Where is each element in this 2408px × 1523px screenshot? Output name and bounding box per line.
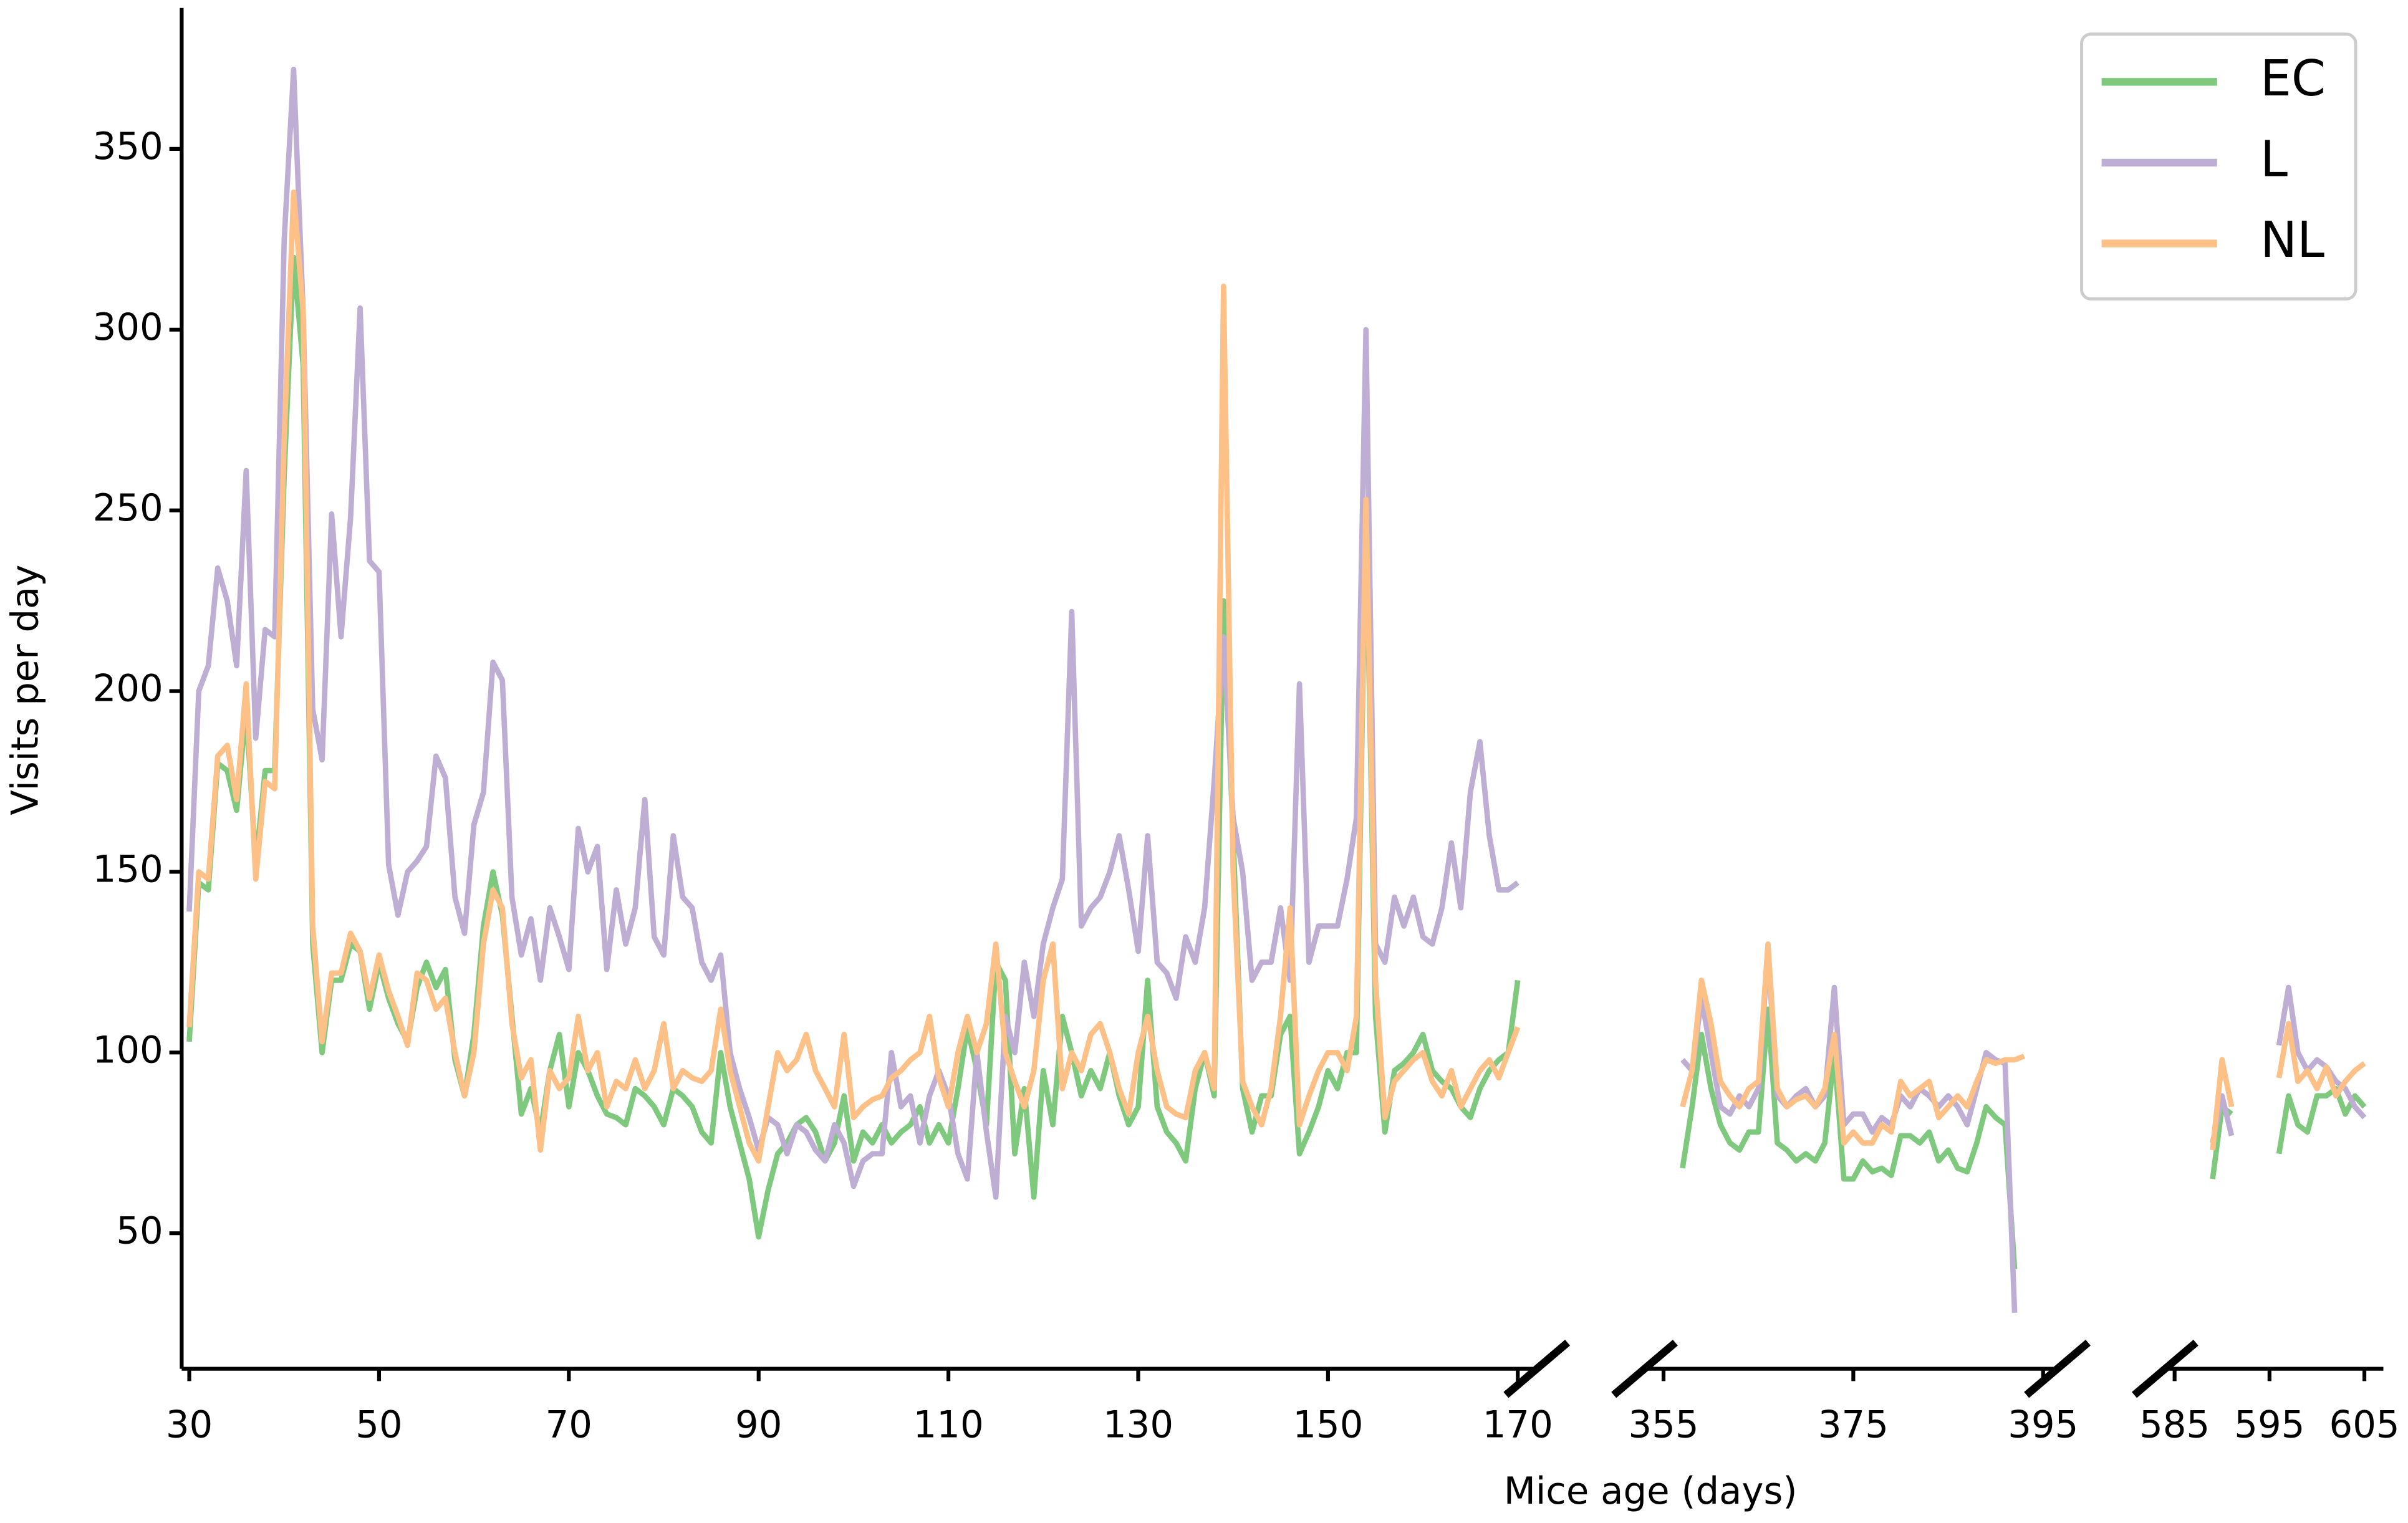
series-line [1680, 948, 2018, 1313]
series-line [186, 190, 1521, 1164]
x-tick-label: 130 [1103, 1403, 1173, 1446]
series-line [2276, 1085, 2367, 1155]
axis-break [1503, 1339, 1571, 1398]
x-tick-label: 375 [1818, 1403, 1889, 1446]
x-tick-label: 170 [1483, 1403, 1553, 1446]
x-tick-label: 30 [166, 1403, 213, 1446]
axis-break [2132, 1339, 2199, 1398]
series-line [2276, 1021, 2366, 1099]
series-line [2210, 1057, 2235, 1151]
series-line [2276, 984, 2367, 1120]
series-line [186, 66, 1519, 1200]
series-line [186, 254, 1521, 1240]
x-tick-label: 150 [1293, 1403, 1363, 1446]
axis-break [2024, 1339, 2091, 1398]
y-tick-label: 350 [93, 125, 163, 168]
y-tick-label: 250 [93, 486, 163, 529]
x-tick-label: 70 [546, 1403, 592, 1446]
y-axis-label: Visits per day [4, 565, 47, 815]
series-line [1680, 1006, 2018, 1270]
y-tick-label: 100 [93, 1028, 163, 1071]
legend-box [2080, 32, 2357, 300]
x-tick-label: 605 [2329, 1403, 2400, 1446]
x-tick-label: 585 [2139, 1403, 2210, 1446]
y-tick-label: 50 [116, 1209, 163, 1252]
y-tick-label: 300 [93, 305, 163, 348]
y-tick-label: 150 [93, 848, 163, 891]
legend-label: NL [2260, 211, 2324, 269]
y-tick-label: 200 [93, 667, 163, 710]
x-tick-label: 595 [2234, 1403, 2304, 1446]
series-line [1680, 941, 2025, 1146]
x-tick-label: 110 [913, 1403, 984, 1446]
x-tick-label: 355 [1628, 1403, 1698, 1446]
legend: EC L NL [2080, 32, 2357, 300]
x-tick-label: 90 [735, 1403, 782, 1446]
x-tick-label: 50 [355, 1403, 402, 1446]
legend-label: EC [2260, 50, 2326, 107]
x-tick-label: 395 [2008, 1403, 2078, 1446]
axis-break [1611, 1339, 1678, 1398]
x-axis-label: Mice age (days) [1504, 1469, 1798, 1512]
legend-label: L [2260, 130, 2288, 188]
